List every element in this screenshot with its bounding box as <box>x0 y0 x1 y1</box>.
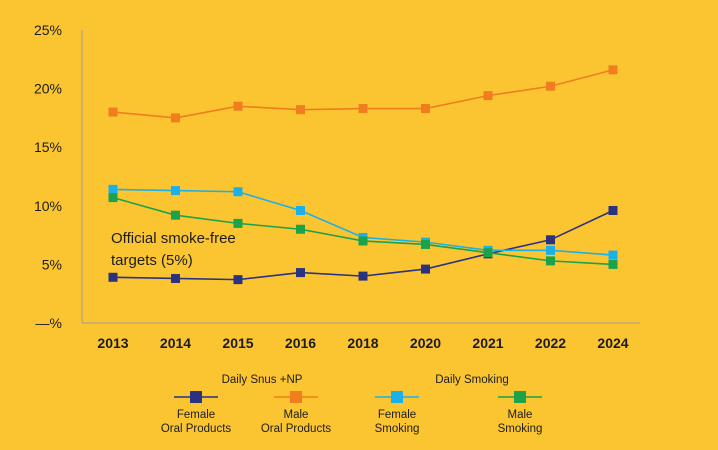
legend-swatch-marker <box>391 391 403 403</box>
data-point-female-smoking <box>108 184 118 194</box>
data-point-male-oral-products <box>483 91 493 101</box>
legend-swatch-marker <box>514 391 526 403</box>
data-point-male-oral-products <box>358 104 368 114</box>
data-point-female-oral-products <box>421 264 430 274</box>
data-point-male-oral-products <box>233 101 243 111</box>
x-tick-label: 2013 <box>97 335 128 351</box>
data-point-male-smoking <box>233 218 243 228</box>
y-tick-label: 20% <box>34 81 62 97</box>
data-point-male-smoking <box>483 248 493 258</box>
data-point-female-smoking <box>546 245 555 255</box>
legend-label: Smoking <box>498 423 543 435</box>
x-tick-label: 2022 <box>535 335 566 351</box>
data-point-female-smoking <box>608 250 618 260</box>
data-point-male-smoking <box>546 256 555 266</box>
legend-group-title: Daily Smoking <box>435 374 509 386</box>
y-tick-label: —% <box>36 315 62 331</box>
legend-label: Oral Products <box>261 423 332 435</box>
chart-axes <box>81 30 640 324</box>
data-point-female-oral-products <box>358 271 368 281</box>
x-tick-label: 2015 <box>222 335 253 351</box>
annotation-text: Official smoke-free <box>111 230 236 247</box>
data-point-male-smoking <box>358 236 368 246</box>
x-tick-label: 2020 <box>410 335 441 351</box>
legend-swatch-marker <box>190 391 202 403</box>
legend-label: Male <box>284 409 309 421</box>
legend-label: Oral Products <box>161 423 232 435</box>
y-tick-label: 5% <box>42 256 62 272</box>
data-point-female-smoking <box>171 186 180 196</box>
legend-swatch-marker <box>290 391 302 403</box>
y-tick-label: 25% <box>34 22 62 38</box>
legend-group-title: Daily Snus +NP <box>222 374 303 386</box>
data-point-female-oral-products <box>608 205 618 215</box>
chart-annotation: Official smoke-free targets (5%) <box>111 230 236 269</box>
data-point-female-oral-products <box>233 275 243 285</box>
data-point-male-smoking <box>171 210 180 220</box>
legend-label: Female <box>378 409 416 421</box>
legend-label: Smoking <box>375 423 420 435</box>
x-tick-label: 2021 <box>472 335 503 351</box>
x-tick-label: 2014 <box>160 335 191 351</box>
chart-legend: Daily Snus +NP Daily Smoking Female Oral Pr… <box>161 374 543 435</box>
data-point-male-oral-products <box>296 105 305 115</box>
data-point-male-smoking <box>421 239 430 249</box>
data-point-female-oral-products <box>171 273 180 283</box>
y-tick-label: 15% <box>34 139 62 155</box>
data-point-male-smoking <box>608 259 618 269</box>
legend-label: Male <box>508 409 533 421</box>
data-point-female-oral-products <box>108 272 118 282</box>
x-tick-label: 2018 <box>347 335 378 351</box>
x-tick-label: 2016 <box>285 335 316 351</box>
data-point-male-oral-products <box>108 107 118 117</box>
legend-label: Female <box>177 409 215 421</box>
chart-series <box>108 65 618 285</box>
data-point-female-smoking <box>296 205 305 215</box>
data-point-male-oral-products <box>608 65 618 75</box>
data-point-female-oral-products <box>546 235 555 245</box>
annotation-text: targets (5%) <box>111 252 193 269</box>
data-point-male-oral-products <box>421 104 430 114</box>
data-point-male-smoking <box>296 224 305 234</box>
data-point-male-oral-products <box>546 81 555 91</box>
chart-tick-labels: —% 5% 10% 15% 20% 25% 2013 2014 2015 2016 2018 2020… <box>34 22 629 351</box>
data-point-female-smoking <box>233 187 243 197</box>
data-point-male-oral-products <box>171 113 180 123</box>
data-point-female-oral-products <box>296 268 305 278</box>
data-point-male-smoking <box>108 193 118 203</box>
y-tick-label: 10% <box>34 198 62 214</box>
x-tick-label: 2024 <box>597 335 628 351</box>
